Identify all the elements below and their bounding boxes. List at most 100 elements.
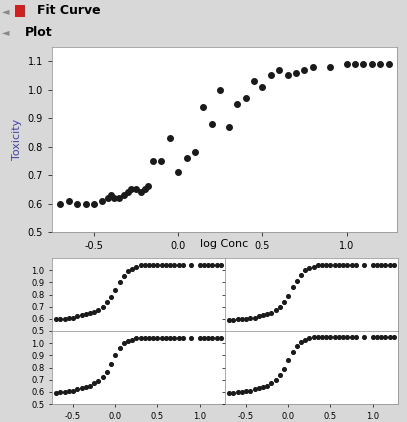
Point — [370, 262, 376, 269]
Point — [293, 278, 300, 284]
Point — [284, 72, 291, 79]
Point — [111, 195, 118, 201]
Point — [70, 314, 77, 321]
Point — [57, 389, 63, 395]
Point — [352, 61, 358, 68]
Point — [91, 308, 97, 315]
Point — [234, 316, 241, 322]
Point — [197, 335, 203, 342]
Text: ◄: ◄ — [2, 27, 9, 37]
Point — [272, 376, 279, 383]
Point — [66, 197, 72, 204]
Point — [391, 262, 397, 269]
Point — [360, 61, 367, 68]
Point — [53, 316, 59, 322]
Point — [285, 292, 291, 299]
Point — [234, 100, 241, 107]
Point — [285, 357, 291, 364]
Point — [179, 335, 186, 342]
Text: ▼: ▼ — [16, 6, 24, 16]
Point — [200, 103, 207, 110]
Point — [154, 262, 161, 269]
Point — [340, 334, 346, 341]
Point — [340, 262, 346, 269]
Point — [112, 352, 118, 359]
Point — [163, 262, 169, 269]
Point — [175, 335, 182, 342]
Point — [368, 61, 375, 68]
Point — [260, 312, 266, 319]
Point — [361, 262, 368, 269]
Point — [61, 316, 68, 322]
Point — [61, 389, 68, 395]
Point — [272, 307, 279, 314]
Point — [352, 262, 359, 269]
Point — [87, 382, 93, 389]
Point — [74, 386, 81, 393]
Point — [167, 335, 173, 342]
Point — [370, 334, 376, 341]
Point — [306, 335, 313, 342]
Point — [306, 264, 313, 271]
Point — [331, 334, 338, 341]
Point — [125, 337, 131, 344]
Point — [129, 336, 136, 343]
Point — [225, 123, 232, 130]
Point — [104, 195, 111, 201]
Point — [188, 335, 195, 342]
Point — [326, 64, 333, 70]
Point — [243, 316, 249, 322]
Point — [66, 314, 72, 321]
Point — [264, 311, 270, 317]
Point — [239, 316, 245, 322]
Point — [99, 197, 106, 204]
Point — [120, 273, 127, 280]
Point — [243, 387, 249, 394]
Point — [348, 334, 355, 341]
Point — [104, 369, 110, 376]
Point — [112, 286, 118, 293]
Point — [298, 272, 304, 279]
Point — [209, 262, 216, 269]
Point — [293, 69, 299, 76]
Point — [315, 334, 321, 341]
Point — [201, 335, 207, 342]
Point — [323, 334, 330, 341]
Point — [158, 335, 165, 342]
Point — [327, 334, 334, 341]
Point — [138, 189, 144, 195]
Point — [209, 120, 215, 127]
Point — [154, 335, 161, 342]
Point — [336, 334, 342, 341]
Point — [344, 334, 350, 341]
Point — [83, 384, 89, 390]
Point — [108, 294, 114, 300]
Point — [302, 336, 309, 343]
Point — [217, 335, 224, 342]
Point — [146, 335, 152, 342]
Point — [116, 279, 123, 286]
Point — [301, 66, 308, 73]
Point — [129, 265, 136, 272]
Point — [213, 335, 220, 342]
Point — [331, 262, 338, 269]
Point — [158, 157, 165, 164]
Point — [319, 262, 325, 269]
Point — [83, 311, 89, 317]
Point — [175, 169, 182, 176]
Point — [104, 298, 110, 305]
Point — [310, 64, 316, 70]
Point — [268, 309, 275, 316]
Point — [108, 360, 114, 367]
Point — [293, 342, 300, 349]
Point — [234, 389, 241, 395]
Point — [57, 316, 63, 322]
Point — [268, 380, 275, 387]
Point — [386, 262, 393, 269]
Point — [289, 284, 296, 291]
Point — [281, 365, 287, 372]
Point — [70, 387, 77, 394]
Point — [74, 200, 81, 207]
Point — [95, 307, 102, 314]
Point — [99, 374, 106, 381]
